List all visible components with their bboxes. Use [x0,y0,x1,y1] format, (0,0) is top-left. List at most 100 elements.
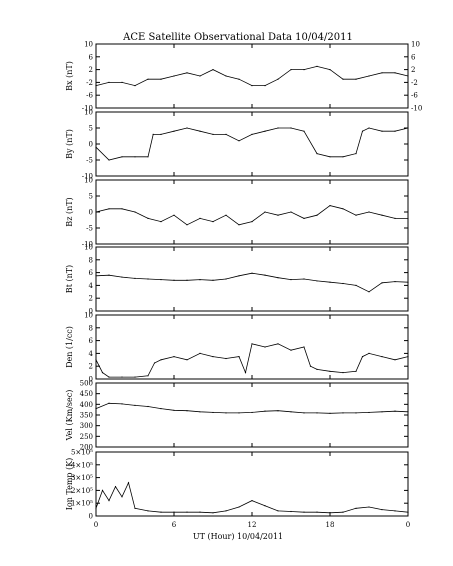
y-tick-label: 6 [89,269,94,277]
data-point [303,130,305,132]
right-y-tick-label: -10 [411,105,422,113]
data-point [108,81,110,83]
data-point [127,482,130,484]
data-point [225,357,227,360]
data-point [147,510,149,512]
panel-4: 0 2 4 6 8 10 Bt (nT) [65,244,409,316]
data-point [238,412,240,414]
y-axis-label: Vel (Km/sec) [65,390,74,442]
data-point [264,85,266,87]
data-point [251,500,253,502]
data-point [212,356,214,358]
data-point [95,408,97,410]
panel-1: -10 -6 -2 2 6 10 10 6 2 -2 -6 -10 Bx (nT) [65,41,422,113]
data-point [101,372,104,374]
data-point [152,133,154,135]
right-y-tick-label: -6 [411,92,418,100]
panel-2: -10 -5 0 5 10 By (nT) [65,109,409,181]
data-point [303,217,305,219]
data-point [303,511,305,513]
y-tick-label: 10 [84,41,93,49]
y-tick-label: 4 [89,350,94,358]
data-point [108,402,110,404]
data-point [212,512,214,514]
data-point [329,412,331,414]
data-point [147,78,149,80]
data-point [108,500,110,502]
data-point [186,410,188,412]
data-point [251,411,253,414]
data-point [316,511,318,513]
data-point [186,511,188,513]
data-point [342,156,344,158]
data-point [160,359,162,361]
data-point [173,511,175,513]
data-point [212,221,214,223]
y-tick-label: 5×10⁵ [71,449,93,457]
data-point [303,412,305,414]
y-tick-label: -6 [86,92,93,100]
data-point [251,133,253,135]
data-point [238,275,240,277]
data-point [368,291,370,293]
data-point [277,214,279,216]
data-point [134,376,136,378]
data-point [212,133,214,135]
data-point [147,156,149,158]
data-point [251,272,253,274]
data-point [101,489,104,491]
data-point [199,352,201,354]
data-point [121,276,123,278]
panel-5: 0 2 4 6 8 10 Den (1/cc) [65,312,409,384]
data-point [173,130,175,132]
y-tick-label: 2 [89,66,93,74]
data-point [121,81,123,83]
data-point [95,211,97,213]
data-point [381,356,383,358]
series-line [95,127,409,161]
data-point [342,208,344,210]
data-point [186,72,188,74]
data-point [147,278,149,280]
data-point [277,127,279,129]
data-point [329,205,331,207]
data-point [368,352,370,354]
y-tick-label: 0 [89,209,93,217]
data-point [407,411,409,413]
panel-frame [95,43,409,109]
y-tick-label: 0 [89,308,93,316]
panel-frame [95,111,409,177]
panel-3: -10 -5 0 5 10 Bz (nT) [65,177,409,249]
y-tick-label: 400 [80,401,93,409]
data-point [264,130,266,132]
data-point [316,153,318,155]
data-point [342,412,344,414]
data-point [160,511,162,513]
data-point [199,130,201,132]
x-tick-label: 18 [326,521,335,529]
x-tick-label: 0 [406,521,410,529]
data-point [361,130,364,132]
data-point [381,509,383,511]
series-line [95,481,409,514]
data-point [361,356,364,358]
y-tick-label: 5 [89,125,93,133]
data-point [316,280,318,282]
data-point [134,85,136,87]
x-axis-label: UT (Hour) 10/04/2011 [193,532,283,541]
data-point [264,346,266,348]
data-point [329,281,331,283]
data-point [173,214,175,216]
panels-group: -10 -6 -2 2 6 10 10 6 2 -2 -6 -10 Bx (nT) -10 -5 0 5 10 By… [65,41,422,521]
data-point [251,85,253,87]
y-tick-label: 6 [89,337,94,345]
data-point [108,208,110,210]
y-tick-label: -5 [86,225,93,233]
y-tick-label: 8 [89,324,93,332]
data-point [394,72,396,74]
right-y-tick-label: 2 [411,66,415,74]
data-point [186,224,188,226]
data-point [277,510,279,512]
data-point [134,156,136,158]
y-tick-label: 0 [89,141,93,149]
